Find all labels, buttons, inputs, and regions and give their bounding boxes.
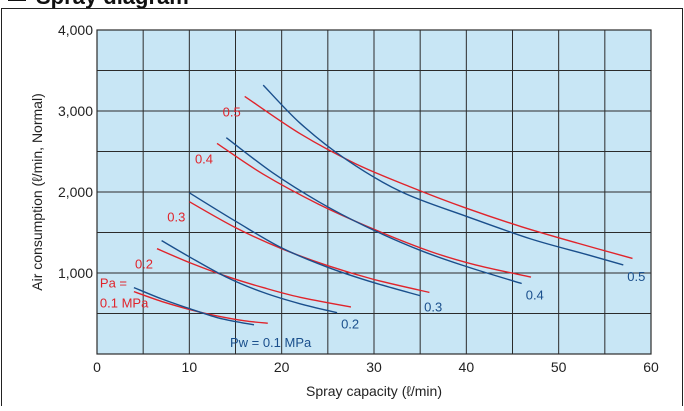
curve-pw-0.2 [161,239,338,314]
axis-ticks: 0 10 20 30 40 50 60 1,000 2,000 3,000 4,000 [58,22,659,375]
curve-label-pa-0.1: Pa = 0.1 MPa [100,276,149,311]
x-tick-label: 30 [366,359,382,375]
curve-label-pa-0.2: 0.2 [135,257,153,272]
x-tick-label: 20 [274,359,290,375]
header-title: Spray diagram [36,0,189,9]
curve-label-pa-0.5: 0.5 [223,104,241,119]
x-tick-label: 10 [182,359,198,375]
header-marker [8,0,26,1]
y-axis-label: Air consumption (ℓ/min, Normal) [29,93,45,290]
curve-label-pa-0.4: 0.4 [195,151,213,166]
grid [96,29,652,355]
curve-pw-0.3 [188,192,421,297]
curve-pw-0.4 [225,137,522,285]
plot-border [96,29,652,355]
curve-pw-0.5 [262,84,624,266]
y-tick-label: 3,000 [58,103,93,119]
curve-pw-0.1 [133,286,255,326]
curve-label-pw-0.2: 0.2 [341,317,359,332]
curve-label-pw-0.1: Pw = 0.1 MPa [230,335,312,350]
curve-label-pa-0.3: 0.3 [167,210,185,225]
curve-pa-0.5 [244,95,633,260]
x-tick-label: 0 [93,359,101,375]
y-tick-label: 4,000 [58,22,93,38]
curve-label-pw-0.4: 0.4 [526,288,544,303]
x-tick-label: 60 [643,359,659,375]
curve-label-pw-0.5: 0.5 [627,269,645,284]
curve-pa-0.4 [216,142,532,278]
x-tick-label: 50 [551,359,567,375]
curves [133,84,633,326]
curve-label-pw-0.3: 0.3 [424,300,442,315]
curve-pa-0.2 [156,248,352,308]
x-axis-label: Spray capacity (ℓ/min) [306,383,442,399]
y-tick-label: 1,000 [58,265,93,281]
y-tick-label: 2,000 [58,184,93,200]
curve-labels: Pa = 0.1 MPa 0.2 0.3 0.4 0.5 Pw = 0.1 MPa 0.2 0.… [100,104,645,349]
x-tick-label: 40 [459,359,475,375]
header: Spray diagram [8,0,189,9]
